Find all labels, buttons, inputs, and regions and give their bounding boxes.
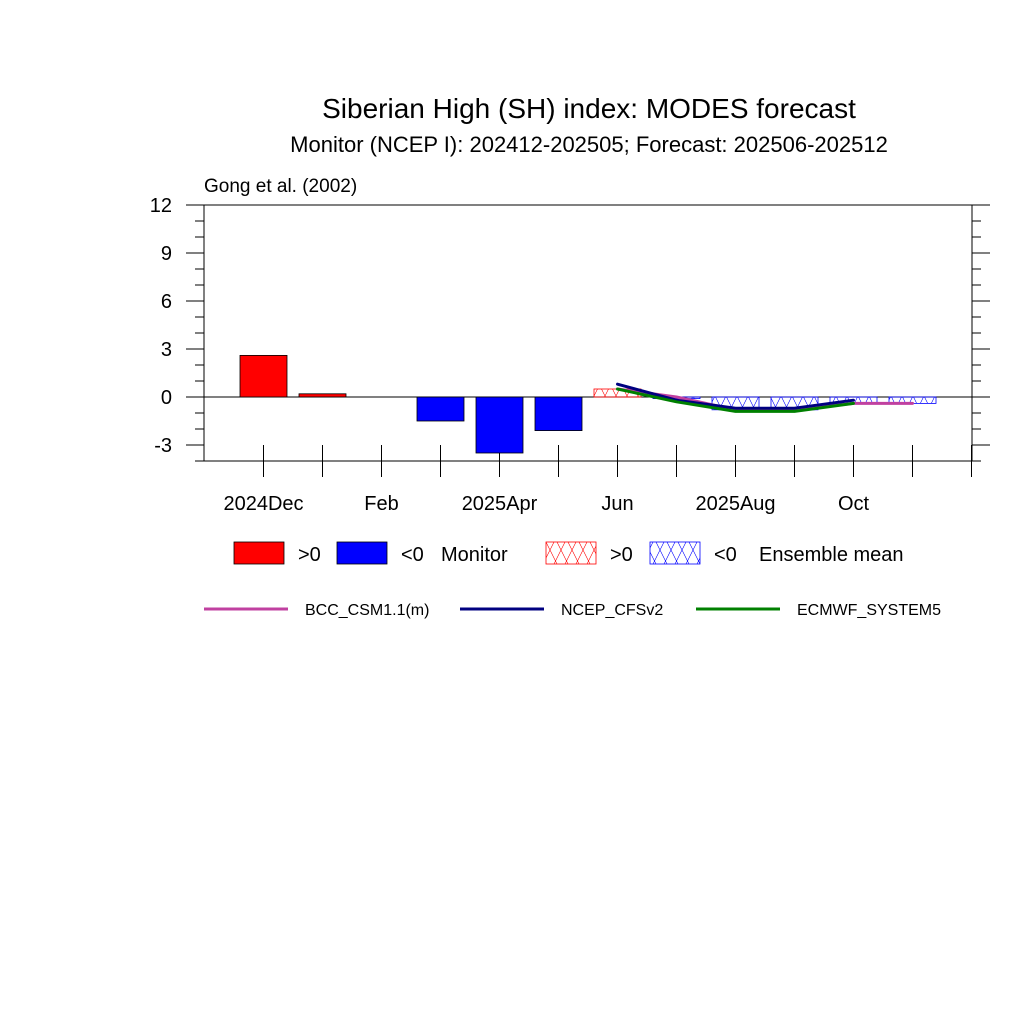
x-tick-label: 2025Aug: [695, 493, 775, 515]
series-line-0: [616, 387, 914, 412]
legend-monitor-label: Monitor: [441, 544, 508, 566]
chart-subtitle: Monitor (NCEP I): 202412-202505; Forecas…: [290, 132, 888, 157]
monitor-bar: [298, 393, 347, 398]
plot-frame: [203, 204, 973, 462]
legend-monitor-pos-swatch: [233, 541, 285, 565]
x-tick-label: Jun: [601, 493, 633, 515]
y-tick-label: 6: [161, 291, 172, 313]
plot-area: 12 9 6 3 0 -3 2024Dec Feb 2025Apr Jun 2025Aug Oct: [150, 195, 990, 515]
legend-ensemble-pos-label: >0: [610, 544, 633, 566]
y-tick-label: -3: [154, 435, 172, 457]
legend-series-1-label: NCEP_CFSv2: [561, 602, 663, 619]
legend-ensemble-neg-label: <0: [714, 544, 737, 566]
legend-boxes: >0 <0 Monitor >0 <0 Ensemble mean: [233, 541, 904, 566]
monitor-bar: [475, 396, 524, 454]
series-line-2: [616, 387, 855, 413]
legend-monitor-pos-label: >0: [298, 544, 321, 566]
x-tick-label: 2024Dec: [223, 493, 303, 515]
legend-monitor-neg-label: <0: [401, 544, 424, 566]
legend-lines: BCC_CSM1.1(m) NCEP_CFSv2 ECMWF_SYSTEM5: [204, 602, 941, 619]
legend-ensemble-pos-swatch: [545, 541, 597, 565]
y-tick-label: 12: [150, 195, 172, 217]
x-tick-label: Feb: [364, 493, 398, 515]
legend-ensemble-neg-swatch: [649, 541, 701, 565]
chart-title: Siberian High (SH) index: MODES forecast: [322, 93, 856, 124]
x-tick-label: 2025Apr: [462, 493, 538, 515]
series-line-1: [616, 382, 855, 410]
monitor-bar: [416, 396, 465, 422]
legend-series-2-label: ECMWF_SYSTEM5: [797, 602, 941, 619]
reference-label: Gong et al. (2002): [204, 176, 357, 197]
legend-ensemble-label: Ensemble mean: [759, 544, 904, 566]
y-tick-label: 3: [161, 339, 172, 361]
legend-series-0-label: BCC_CSM1.1(m): [305, 602, 429, 619]
monitor-bar: [239, 354, 288, 398]
y-tick-label: 9: [161, 243, 172, 265]
y-tick-label: 0: [161, 387, 172, 409]
monitor-bar: [534, 396, 583, 431]
x-tick-label: Oct: [838, 493, 870, 515]
legend-monitor-neg-swatch: [336, 541, 388, 565]
